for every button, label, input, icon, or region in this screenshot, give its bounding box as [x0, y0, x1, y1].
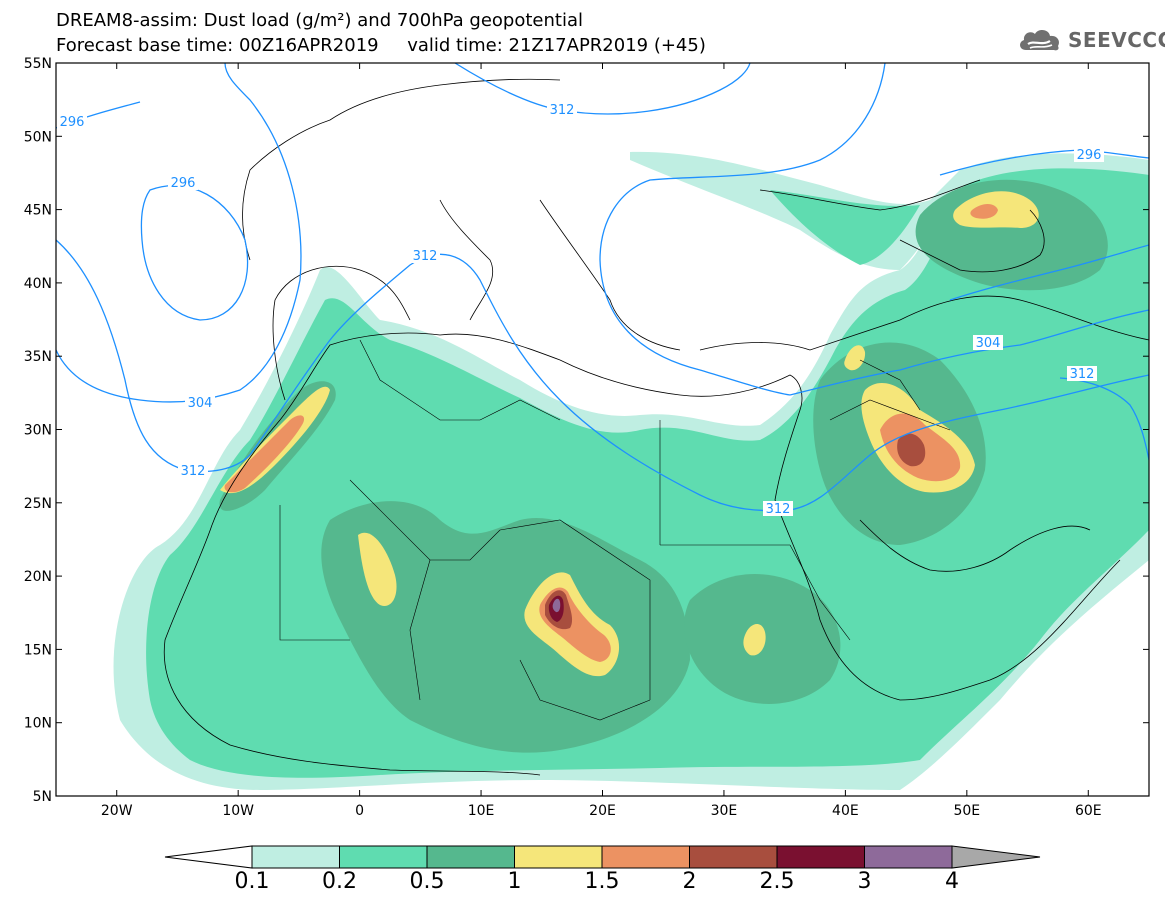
dust-band-0.5-sahel: [321, 501, 690, 753]
dust-band-1.5-caspian: [970, 204, 998, 219]
contour-label-bg: [973, 335, 1003, 350]
lon-tick-label: 20W: [101, 803, 133, 819]
contour-312-northeast: [599, 63, 886, 396]
dust-band-0.2-north: [770, 190, 920, 265]
lat-tick-label: 15N: [24, 642, 52, 658]
contour-label: 296: [1077, 148, 1102, 163]
contour-label-bg: [547, 102, 577, 117]
lon-tick-label: 10E: [468, 803, 495, 819]
lon-tick-label: 20E: [589, 803, 616, 819]
contour-label: 312: [766, 502, 791, 517]
colorbar-label: 0.1: [234, 869, 270, 894]
contour-label: 304: [976, 336, 1001, 351]
lon-tick-label: 30E: [711, 803, 738, 819]
contour-label-bg: [1074, 147, 1104, 162]
colorbar-label: 4: [945, 869, 959, 894]
cloud-icon: [1020, 30, 1060, 51]
dust-band-2-iraq: [897, 433, 926, 467]
dust-band-1-mali: [358, 532, 397, 606]
colorbar-label: 2.5: [759, 869, 795, 894]
contour-label-bg: [410, 248, 440, 263]
colorbar-over-triangle: [951, 845, 1041, 869]
dust-band-1-syria: [844, 345, 866, 371]
lat-tick-label: 45N: [24, 203, 52, 219]
contour-label-bg: [178, 463, 208, 478]
contour-label: 312: [181, 464, 206, 479]
colorbar-label: 0.2: [322, 869, 357, 894]
contour-label: 312: [413, 249, 438, 264]
contour-label: 296: [171, 176, 196, 191]
lon-tick-label: 60E: [1075, 803, 1102, 819]
colorbar-segment: [251, 845, 340, 869]
contour-304-east: [789, 309, 1149, 396]
lat-tick-label: 55N: [24, 56, 52, 72]
logo: SEEVCCC: [1016, 25, 1165, 55]
colorbar-segment: [776, 845, 865, 869]
coastlines: [163, 78, 1149, 776]
colorbar-segment: [339, 845, 428, 869]
contour-label-bg: [185, 395, 215, 410]
colorbar-label: 1.5: [584, 869, 620, 894]
contour-312-east: [1059, 377, 1149, 461]
map-subtitle: Forecast base time: 00Z16APR2019 valid t…: [56, 35, 706, 56]
lon-tick-label: 0: [355, 803, 364, 819]
lat-tick-label: 5N: [33, 789, 52, 805]
dust-band-1.5-morocco: [224, 415, 305, 493]
contour-labels: 296 296 296 304 304 312 312 312 312 312: [57, 102, 1104, 517]
country-borders: [279, 339, 951, 721]
contour-label: 312: [1070, 367, 1095, 382]
contour-label-bg: [763, 501, 793, 516]
lon-tick-label: 40E: [832, 803, 859, 819]
contour-label: 304: [188, 396, 213, 411]
lat-tick-label: 30N: [24, 423, 52, 439]
lat-tick-label: 25N: [24, 496, 52, 512]
colorbar-segment: [426, 845, 515, 869]
colorbar: [164, 845, 1041, 869]
dust-band-1-sudan: [743, 624, 766, 656]
map-title: DREAM8-assim: Dust load (g/m²) and 700hP…: [56, 10, 583, 31]
logo-text: SEEVCCC: [1068, 28, 1165, 52]
lat-tick-label: 20N: [24, 569, 52, 585]
lat-tick-label: 40N: [24, 276, 52, 292]
colorbar-segment: [864, 845, 953, 869]
colorbar-segment: [601, 845, 690, 869]
lat-tick-label: 10N: [24, 716, 52, 732]
lat-tick-label: 35N: [24, 349, 52, 365]
lon-tick-label: 10W: [222, 803, 254, 819]
colorbar-label: 2: [682, 869, 697, 894]
dust-load-field: [56, 63, 1149, 790]
contour-304-ne: [949, 244, 1149, 301]
contour-label-bg: [168, 175, 198, 190]
colorbar-label: 1: [507, 869, 522, 894]
contour-label-bg: [1067, 366, 1097, 381]
colorbar-label: 0.5: [409, 869, 445, 894]
dust-band-3-chad: [552, 598, 561, 613]
lon-tick-label: 50E: [953, 803, 980, 819]
contour-312-north: [454, 63, 751, 115]
contour-label: 312: [550, 103, 575, 118]
lat-tick-label: 50N: [24, 129, 52, 145]
contour-label: 296: [60, 115, 85, 130]
colorbar-segment: [689, 845, 778, 869]
colorbar-label: 3: [857, 869, 872, 894]
longitude-axis: 20W 10W 0 10E 20E 30E 40E 50E 60E: [101, 63, 1102, 819]
colorbar-under-triangle: [164, 845, 253, 869]
latitude-axis: 5N 10N 15N 20N 25N 30N 35N 40N 45N 50N 55N: [24, 56, 1149, 805]
colorbar-segment: [514, 845, 603, 869]
contour-label-bg: [57, 114, 87, 129]
contour-296-closed: [140, 185, 249, 321]
